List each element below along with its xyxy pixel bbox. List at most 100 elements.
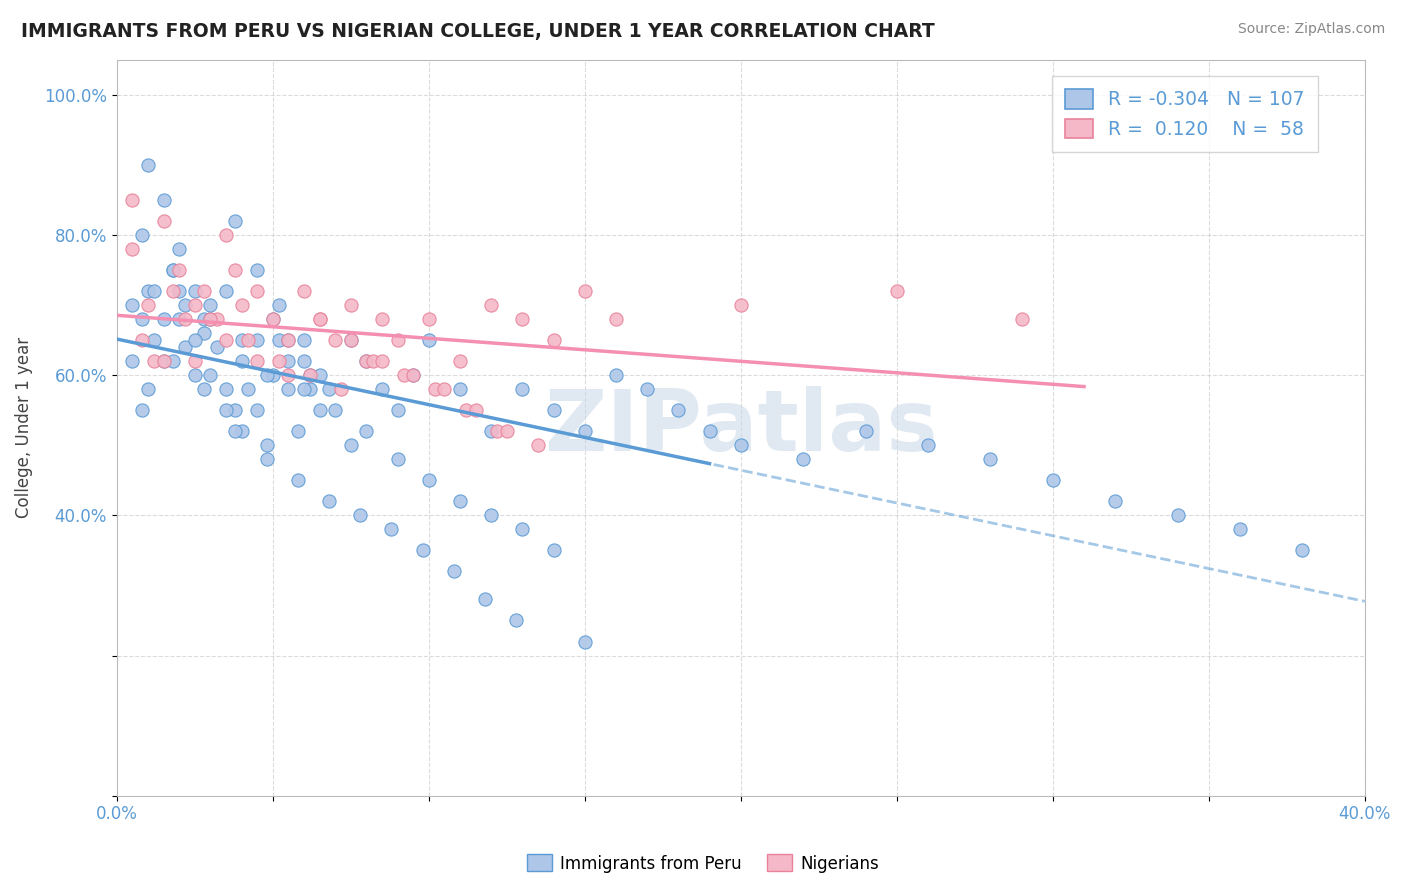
Point (543, 403, 565, 417)
Point (215, 284, 238, 298)
Point (246, 263, 269, 277)
Point (277, 382, 299, 396)
Point (449, 494, 471, 508)
Point (340, 298, 363, 312)
Point (121, 242, 143, 256)
Point (224, 214, 246, 228)
Point (636, 382, 658, 396)
Point (479, 298, 502, 312)
Point (121, 193, 143, 207)
Point (231, 354, 253, 368)
Point (231, 333, 253, 347)
Point (1042, 473, 1064, 487)
Point (474, 592, 496, 607)
Point (162, 354, 184, 368)
Point (262, 368, 284, 383)
Point (1011, 312, 1033, 326)
Point (371, 354, 394, 368)
Point (277, 333, 299, 347)
Point (277, 333, 299, 347)
Point (162, 263, 184, 277)
Point (299, 368, 322, 383)
Point (131, 312, 153, 326)
Point (267, 354, 290, 368)
Point (167, 263, 190, 277)
Point (224, 424, 246, 438)
Point (605, 312, 627, 326)
Point (246, 403, 269, 417)
Point (979, 452, 1001, 467)
Point (184, 284, 207, 298)
Point (152, 354, 174, 368)
Point (330, 382, 353, 396)
Point (668, 403, 690, 417)
Point (917, 438, 939, 452)
Point (162, 263, 184, 277)
Point (543, 333, 565, 347)
Point (418, 312, 440, 326)
Point (131, 403, 153, 417)
Point (231, 298, 253, 312)
Point (308, 403, 330, 417)
Point (262, 312, 284, 326)
Point (184, 354, 207, 368)
Point (574, 634, 596, 648)
Point (699, 424, 721, 438)
Text: Source: ZipAtlas.com: Source: ZipAtlas.com (1237, 22, 1385, 37)
Point (262, 312, 284, 326)
Point (449, 354, 471, 368)
Point (1229, 522, 1251, 536)
Point (792, 452, 814, 467)
Point (730, 298, 752, 312)
Legend: Immigrants from Peru, Nigerians: Immigrants from Peru, Nigerians (520, 847, 886, 880)
Point (356, 354, 378, 368)
Point (356, 354, 378, 368)
Point (256, 368, 278, 383)
Point (1167, 508, 1189, 523)
Point (418, 333, 440, 347)
Point (236, 333, 259, 347)
Point (246, 354, 269, 368)
Point (318, 382, 340, 396)
Point (371, 312, 394, 326)
Point (224, 403, 246, 417)
Point (167, 284, 190, 298)
Point (236, 382, 259, 396)
Point (167, 312, 190, 326)
Point (152, 354, 174, 368)
Point (277, 368, 299, 383)
Point (308, 312, 330, 326)
Point (193, 382, 215, 396)
Point (215, 403, 238, 417)
Point (292, 382, 315, 396)
Point (387, 452, 409, 467)
Point (443, 565, 465, 579)
Point (193, 326, 215, 340)
Point (402, 368, 425, 383)
Point (193, 312, 215, 326)
Point (387, 403, 409, 417)
Point (287, 424, 309, 438)
Point (246, 333, 269, 347)
Point (121, 354, 143, 368)
Point (200, 298, 222, 312)
Point (730, 438, 752, 452)
Point (1104, 494, 1126, 508)
Point (267, 298, 290, 312)
Point (162, 284, 184, 298)
Point (512, 382, 534, 396)
Point (152, 214, 174, 228)
Point (323, 403, 346, 417)
Point (292, 354, 315, 368)
Point (200, 312, 222, 326)
Point (277, 354, 299, 368)
Point (256, 452, 278, 467)
Point (200, 368, 222, 383)
Point (412, 543, 434, 558)
Point (299, 382, 322, 396)
Point (512, 312, 534, 326)
Point (136, 298, 159, 312)
Point (136, 158, 159, 172)
Point (387, 333, 409, 347)
Point (292, 333, 315, 347)
